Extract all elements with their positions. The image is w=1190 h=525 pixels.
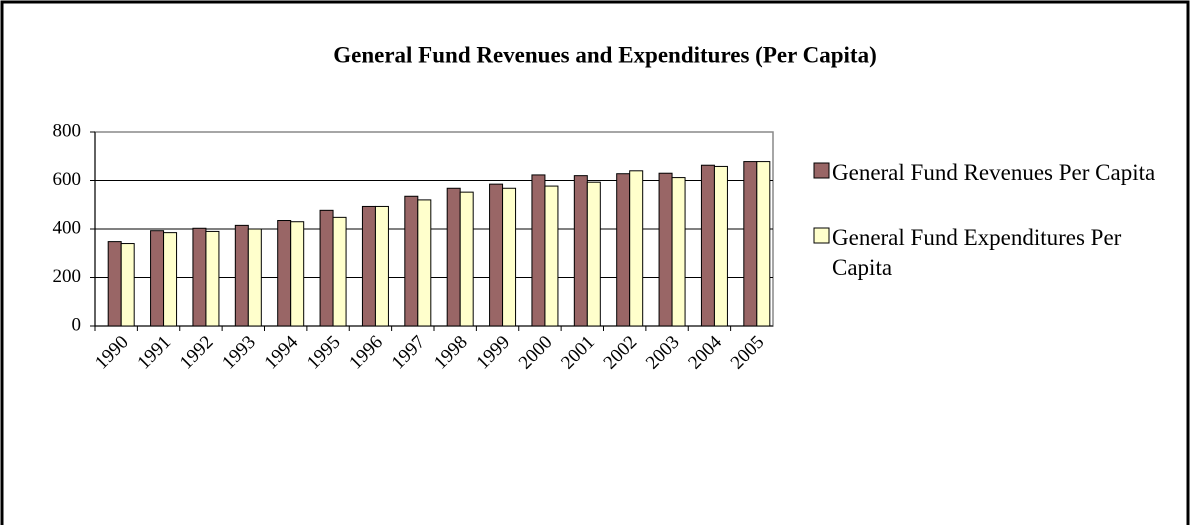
x-tick-label: 2002 [600,332,642,374]
x-tick-label: 1990 [91,332,133,374]
bar [544,185,559,327]
legend-label: General Fund Expenditures Per Capita [832,225,1122,280]
bar [107,241,122,327]
bar [332,216,347,327]
bar [205,230,220,327]
x-tick-label: 1995 [303,332,345,374]
chart-title: General Fund Revenues and Expenditures (… [333,42,877,67]
bar [374,205,389,327]
bar [417,199,432,327]
x-tick-label: 2001 [557,332,599,374]
bar [531,174,546,327]
x-tick-label: 1992 [176,332,218,374]
legend-swatch [813,162,830,179]
x-tick-label: 2005 [727,332,769,374]
bar [234,224,249,327]
x-tick-label: 1993 [218,332,260,374]
x-tick-label: 1997 [388,332,430,374]
bar [756,161,771,327]
x-tick-label: 1991 [133,332,175,374]
bar [713,165,728,327]
bar [404,195,419,327]
bar [459,191,474,327]
bar [446,187,461,327]
bar [150,230,165,327]
y-tick-label: 0 [72,314,82,335]
bar [629,170,644,327]
x-tick-label: 2003 [642,332,684,374]
bar [489,183,504,327]
x-tick-label: 2000 [515,332,557,374]
bar [743,161,758,327]
bar [502,187,517,327]
bar [163,232,178,327]
bar [192,227,207,327]
x-tick-label: 1994 [261,331,303,373]
bar [319,209,334,327]
bar [120,243,135,327]
legend-swatch [813,227,830,244]
bar [586,181,601,327]
y-tick-label: 400 [53,217,82,238]
y-tick-label: 800 [53,120,82,141]
x-tick-label: 1999 [472,332,514,374]
bar [616,173,631,327]
y-tick-label: 200 [53,266,82,287]
bar [290,221,305,327]
legend-label: General Fund Revenues Per Capita [832,160,1156,185]
bar [658,172,673,327]
bar [247,228,262,327]
bar [700,164,715,327]
x-tick-label: 1996 [345,332,387,374]
bar [277,220,292,327]
x-tick-label: 1998 [430,332,472,374]
x-tick-label: 2004 [684,331,726,373]
bar [573,175,588,327]
bar [361,205,376,327]
y-tick-label: 600 [53,169,82,190]
bar [671,177,686,327]
